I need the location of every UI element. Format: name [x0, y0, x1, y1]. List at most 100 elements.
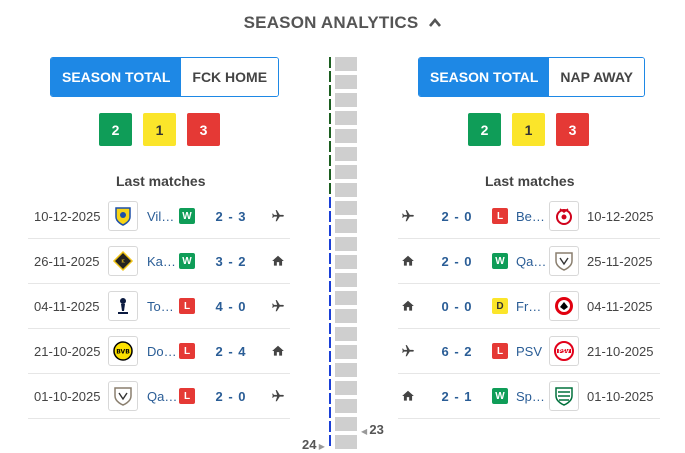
timeline-segment — [329, 407, 331, 418]
timeline-segment — [329, 435, 331, 446]
opponent-name[interactable]: Vil… — [147, 208, 175, 224]
match-row[interactable]: 25-11-2025 Qa… W 2 - 0 — [398, 239, 660, 284]
timeline-bar — [335, 57, 357, 71]
match-row[interactable]: 10-12-2025 Vil… W 2 - 3 — [28, 194, 290, 239]
opponent-name[interactable]: PSV — [516, 343, 543, 359]
chevron-up-icon[interactable] — [429, 12, 442, 32]
result-badge: W — [179, 253, 195, 269]
opponent-name[interactable]: Be… — [516, 208, 545, 224]
match-row[interactable]: 04-11-2025 Fr… D 0 - 0 — [398, 284, 660, 329]
result-badge: L — [492, 343, 508, 359]
match-score: 2 - 4 — [215, 343, 247, 359]
opponent-name[interactable]: Fr… — [516, 298, 542, 314]
timeline-segment — [329, 337, 331, 348]
sporting-crest-icon — [549, 381, 579, 411]
timeline-segment — [329, 267, 331, 278]
team-home-option[interactable]: FCK HOME — [181, 58, 279, 96]
svg-text:PSV: PSV — [558, 349, 569, 355]
triangle-right-icon: ▶ — [316, 442, 325, 451]
losses-count: 3 — [556, 113, 589, 146]
timeline-bar — [335, 435, 357, 449]
timeline-bar — [335, 291, 357, 305]
svg-text:K: K — [121, 259, 125, 265]
match-date: 10-12-2025 — [587, 208, 654, 224]
match-score: 4 - 0 — [215, 298, 247, 314]
opponent-name[interactable]: Do… — [147, 343, 177, 359]
svg-text:BVB: BVB — [116, 349, 130, 356]
match-row[interactable]: 04-11-2025 To… L 4 - 0 — [28, 284, 290, 329]
timeline-segment — [329, 211, 331, 222]
away-result-counts: 2 1 3 — [468, 113, 589, 146]
match-date: 26-11-2025 — [34, 253, 100, 269]
airplane-icon — [270, 298, 286, 314]
psv-crest-icon: PSV — [549, 336, 579, 366]
result-badge: L — [179, 388, 195, 404]
last-matches-label: Last matches — [485, 173, 575, 189]
match-date: 10-12-2025 — [34, 208, 101, 224]
timeline-segment — [329, 183, 331, 194]
match-score: 0 - 0 — [441, 298, 473, 314]
timeline-segment — [329, 393, 331, 404]
match-date: 21-10-2025 — [34, 343, 101, 359]
result-badge: W — [492, 253, 508, 269]
timeline-bar — [335, 309, 357, 323]
timeline-bar — [335, 363, 357, 377]
airplane-icon — [400, 343, 416, 359]
timeline-segment — [329, 351, 331, 362]
result-badge: L — [492, 208, 508, 224]
opponent-name[interactable]: Ka… — [147, 253, 176, 269]
match-date: 04-11-2025 — [34, 298, 100, 314]
match-row[interactable]: 21-10-2025 PSV PSV L 6 - 2 — [398, 329, 660, 374]
triangle-left-icon: ◀ — [361, 427, 370, 436]
match-score: 2 - 0 — [441, 253, 473, 269]
home-filter-toggle: SEASON TOTAL FCK HOME — [50, 57, 280, 97]
opponent-name[interactable]: Qa… — [516, 253, 546, 269]
timeline-bar — [335, 237, 357, 251]
timeline-bar — [335, 327, 357, 341]
timeline-bar — [335, 399, 357, 413]
team-away-option[interactable]: NAP AWAY — [549, 58, 645, 96]
timeline-segment — [329, 57, 331, 68]
match-row[interactable]: 01-10-2025 Sp… W 2 - 1 — [398, 374, 660, 419]
timeline-segment — [329, 295, 331, 306]
timeline-segment — [329, 141, 331, 152]
timeline-bar — [335, 93, 357, 107]
qarabag-crest-icon — [549, 246, 579, 276]
match-row[interactable]: 01-10-2025 Qa… L 2 - 0 — [28, 374, 290, 419]
timeline-segment — [329, 99, 331, 110]
result-badge: W — [492, 388, 508, 404]
season-total-option[interactable]: SEASON TOTAL — [419, 58, 550, 96]
opponent-name[interactable]: Qa… — [147, 388, 177, 404]
away-match-list: 10-12-2025 Be… L 2 - 0 25-11-2025 Qa… W 2 - 0 04… — [398, 194, 660, 419]
opponent-name[interactable]: To… — [147, 298, 174, 314]
airplane-icon — [400, 208, 416, 224]
dortmund-crest-icon: BVB — [108, 336, 138, 366]
tottenham-crest-icon — [108, 291, 138, 321]
opponent-name[interactable]: Sp… — [516, 388, 545, 404]
section-title[interactable]: SEASON ANALYTICS — [0, 12, 685, 33]
wins-count: 2 — [468, 113, 501, 146]
timeline-bar — [335, 273, 357, 287]
result-badge: L — [179, 343, 195, 359]
timeline-bar — [335, 111, 357, 125]
match-score: 2 - 3 — [215, 208, 247, 224]
match-date: 21-10-2025 — [587, 343, 654, 359]
match-score: 3 - 2 — [215, 253, 247, 269]
match-date: 25-11-2025 — [587, 253, 653, 269]
season-total-option[interactable]: SEASON TOTAL — [51, 58, 182, 96]
match-row[interactable]: 26-11-2025 K Ka… W 3 - 2 — [28, 239, 290, 284]
frankfurt-crest-icon — [549, 291, 579, 321]
match-date: 01-10-2025 — [587, 388, 654, 404]
home-match-list: 10-12-2025 Vil… W 2 - 3 26-11-2025 K Ka… W 3 - 2… — [28, 194, 290, 419]
timeline-bar — [335, 255, 357, 269]
result-badge: D — [492, 298, 508, 314]
match-row[interactable]: 10-12-2025 Be… L 2 - 0 — [398, 194, 660, 239]
villarreal-crest-icon — [108, 201, 138, 231]
timeline-bar — [335, 165, 357, 179]
timeline-bar — [335, 417, 357, 431]
timeline-segment — [329, 253, 331, 264]
match-score: 2 - 1 — [441, 388, 473, 404]
match-row[interactable]: 21-10-2025 BVB Do… L 2 - 4 — [28, 329, 290, 374]
home-icon — [270, 343, 286, 359]
timeline-bar — [335, 147, 357, 161]
